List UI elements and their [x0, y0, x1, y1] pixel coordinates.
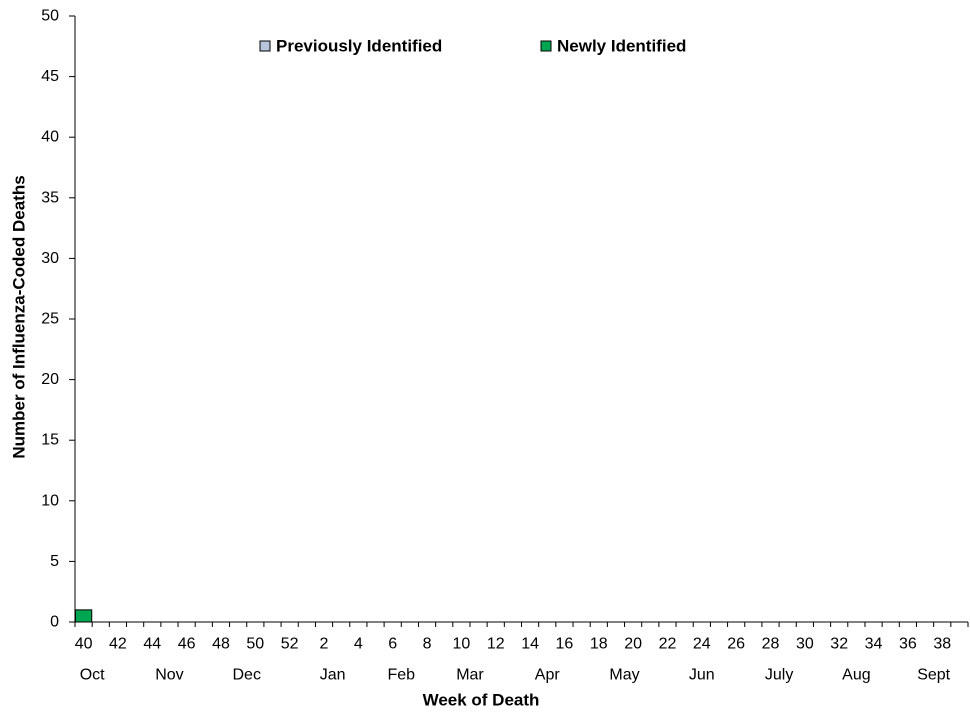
month-label: Nov — [155, 667, 183, 684]
y-tick-label: 10 — [41, 492, 59, 509]
month-label: Oct — [80, 667, 105, 684]
legend-swatch-previously-identified — [259, 40, 271, 52]
x-tick-label: 8 — [423, 636, 432, 653]
x-tick-label: 10 — [452, 636, 470, 653]
month-label: Mar — [456, 667, 484, 684]
y-tick-label: 5 — [50, 553, 59, 570]
x-tick-label: 40 — [75, 636, 93, 653]
month-label: May — [609, 667, 639, 684]
x-tick-label: 38 — [933, 636, 951, 653]
x-tick-label: 42 — [109, 636, 127, 653]
x-tick-label: 4 — [354, 636, 363, 653]
x-tick-label: 34 — [865, 636, 883, 653]
x-tick-label: 50 — [246, 636, 264, 653]
x-tick-label: 14 — [521, 636, 539, 653]
x-tick-label: 16 — [556, 636, 574, 653]
month-label: July — [765, 667, 793, 684]
legend-label-previously-identified: Previously Identified — [276, 37, 442, 56]
x-tick-label: 36 — [899, 636, 917, 653]
y-tick-label: 50 — [41, 8, 59, 25]
x-tick-label: 48 — [212, 636, 230, 653]
y-tick-label: 0 — [50, 614, 59, 631]
y-tick-label: 45 — [41, 68, 59, 85]
month-label: Feb — [387, 667, 415, 684]
x-tick-label: 12 — [487, 636, 505, 653]
x-tick-label: 46 — [178, 636, 196, 653]
x-axis-title: Week of Death — [423, 691, 540, 710]
x-tick-label: 32 — [830, 636, 848, 653]
x-tick-label: 28 — [762, 636, 780, 653]
x-tick-label: 20 — [624, 636, 642, 653]
legend-swatch-newly-identified — [540, 40, 552, 52]
month-label: Dec — [233, 667, 261, 684]
x-tick-label: 24 — [693, 636, 711, 653]
y-axis-title: Number of Influenza-Coded Deaths — [10, 175, 29, 458]
y-tick-label: 15 — [41, 432, 59, 449]
month-label: Jan — [320, 667, 346, 684]
x-tick-label: 2 — [320, 636, 329, 653]
month-labels: Oct Nov Dec Jan Feb Mar Apr May Jun July Aug Sept — [80, 667, 951, 684]
legend-label-newly-identified: Newly Identified — [557, 37, 686, 56]
axes — [74, 16, 968, 623]
bar-newly-identified — [74, 609, 93, 623]
y-axis-ticks: 0 5 10 15 20 25 30 35 40 45 50 — [41, 8, 75, 631]
month-label: Apr — [535, 667, 561, 684]
month-label: Aug — [842, 667, 870, 684]
x-tick-label: 22 — [659, 636, 677, 653]
month-label: Jun — [689, 667, 715, 684]
x-tick-label: 44 — [143, 636, 161, 653]
x-axis-ticks: 40 42 44 46 48 50 52 2 4 6 8 10 12 14 16 18 20 22 24 26 28 30… — [74, 622, 969, 653]
x-tick-label: 26 — [727, 636, 745, 653]
bars — [74, 609, 93, 623]
x-tick-label: 30 — [796, 636, 814, 653]
y-tick-label: 20 — [41, 371, 59, 388]
y-tick-label: 30 — [41, 250, 59, 267]
x-tick-label: 52 — [281, 636, 299, 653]
y-tick-label: 25 — [41, 311, 59, 328]
month-label: Sept — [917, 667, 950, 684]
x-tick-label: 18 — [590, 636, 608, 653]
y-tick-label: 40 — [41, 129, 59, 146]
legend: Previously Identified Newly Identified — [259, 37, 686, 56]
x-tick-label: 6 — [388, 636, 397, 653]
y-tick-label: 35 — [41, 189, 59, 206]
